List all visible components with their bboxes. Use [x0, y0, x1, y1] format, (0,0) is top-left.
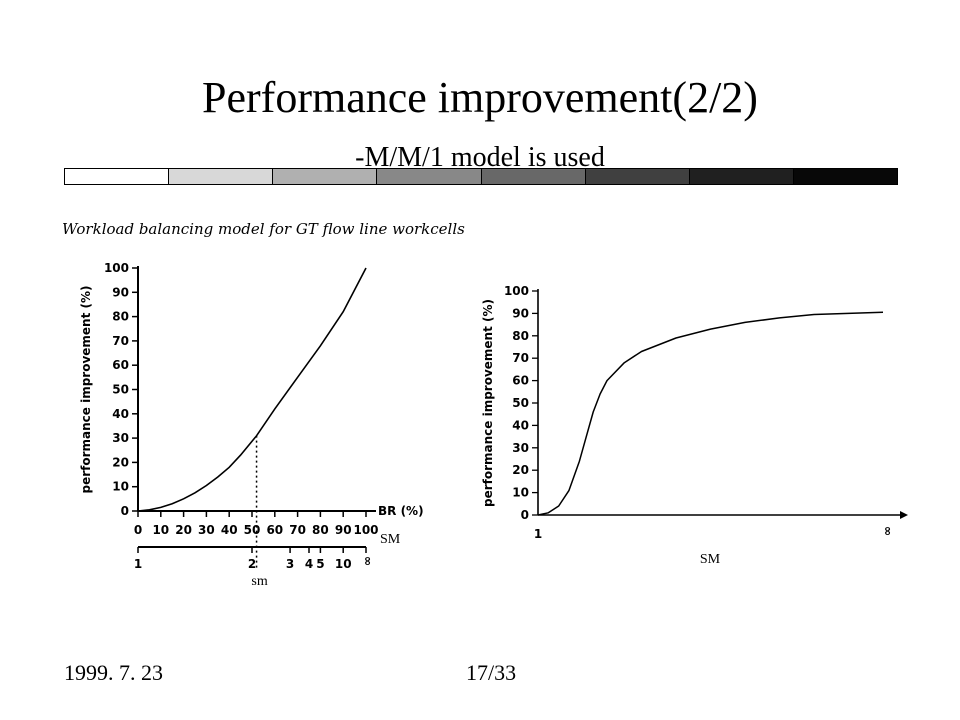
y-tick-label: 10	[512, 486, 529, 500]
x-tick-label: 40	[221, 523, 238, 537]
x-tick-label: 10	[152, 523, 169, 537]
y-tick-label: 70	[112, 334, 129, 348]
y-tick-label: 50	[512, 396, 529, 410]
slide-title: Performance improvement(2/2)	[202, 73, 758, 122]
y-tick-label: 30	[112, 431, 129, 445]
secondary-x-tick-label: 2	[248, 557, 256, 571]
secondary-x-tick-label: 1	[134, 557, 142, 571]
x-tick-label: 100	[353, 523, 378, 537]
figure-caption: Workload balancing model for GT flow lin…	[62, 220, 465, 238]
x-tick-label: 90	[335, 523, 352, 537]
gradient-bar-segment	[689, 169, 794, 184]
footer-page-number: 17/33	[466, 660, 517, 685]
x-tick-label: 50	[244, 523, 261, 537]
y-tick-label: 90	[112, 285, 129, 299]
x-tick-label: 80	[312, 523, 329, 537]
y-tick-label: 20	[512, 463, 529, 477]
gradient-bar-segment	[65, 169, 170, 184]
x-tick-label: 0	[134, 523, 142, 537]
chart-right: 0 10 20 30 40 50 60 70 80 90 100 1 ∞ performance impr…	[481, 284, 908, 567]
y-tick-label: 80	[112, 310, 129, 324]
gradient-bar-segment	[793, 169, 897, 184]
x-tick-label: 1	[534, 527, 542, 541]
x-tick-label: 60	[266, 523, 283, 537]
x-tick-label: 30	[198, 523, 215, 537]
secondary-x-tick-label: ∞	[361, 556, 375, 566]
x-tick-label: 20	[175, 523, 192, 537]
y-tick-label: 30	[512, 441, 529, 455]
gradient-bar-segment	[169, 169, 274, 184]
x-tick-label: ∞	[881, 526, 895, 536]
y-tick-label: 10	[112, 480, 129, 494]
y-tick-label: 100	[104, 261, 129, 275]
y-tick-label: 60	[512, 374, 529, 388]
slide-subtitle: -M/M/1 model is used	[355, 142, 605, 170]
secondary-x-tick-label: 3	[286, 557, 294, 571]
secondary-x-axis-label: SM	[380, 532, 401, 547]
secondary-x-tick-label: 4	[305, 557, 313, 571]
y-axis-label: performance improvement (%)	[79, 285, 93, 493]
secondary-x-tick-label: 5	[316, 557, 324, 571]
y-tick-label: 0	[521, 508, 529, 522]
y-tick-label: 70	[512, 351, 529, 365]
y-axis-label: performance improvement (%)	[481, 299, 495, 507]
gradient-bar	[64, 168, 898, 185]
x-tick-label: 70	[289, 523, 306, 537]
y-tick-label: 60	[112, 358, 129, 372]
x-axis-label: BR (%)	[378, 504, 424, 518]
gradient-bar-segment	[585, 169, 690, 184]
gradient-bar-segment	[273, 169, 378, 184]
series-line	[137, 267, 367, 512]
gradient-bar-segment	[481, 169, 586, 184]
y-tick-label: 50	[112, 383, 129, 397]
x-axis-arrow	[900, 511, 908, 519]
y-tick-label: 0	[121, 504, 129, 518]
footer-date: 1999. 7. 23	[64, 660, 163, 685]
y-tick-label: 40	[512, 418, 529, 432]
y-tick-label: 100	[504, 284, 529, 298]
gradient-bar-segment	[377, 169, 482, 184]
y-tick-label: 40	[112, 407, 129, 421]
y-tick-label: 80	[512, 329, 529, 343]
sm-marker-label: sm	[251, 574, 267, 589]
y-tick-label: 20	[112, 455, 129, 469]
series-line	[537, 311, 884, 516]
x-axis-label: SM	[700, 552, 721, 567]
y-tick-label: 90	[512, 306, 529, 320]
secondary-x-tick-label: 10	[335, 557, 352, 571]
